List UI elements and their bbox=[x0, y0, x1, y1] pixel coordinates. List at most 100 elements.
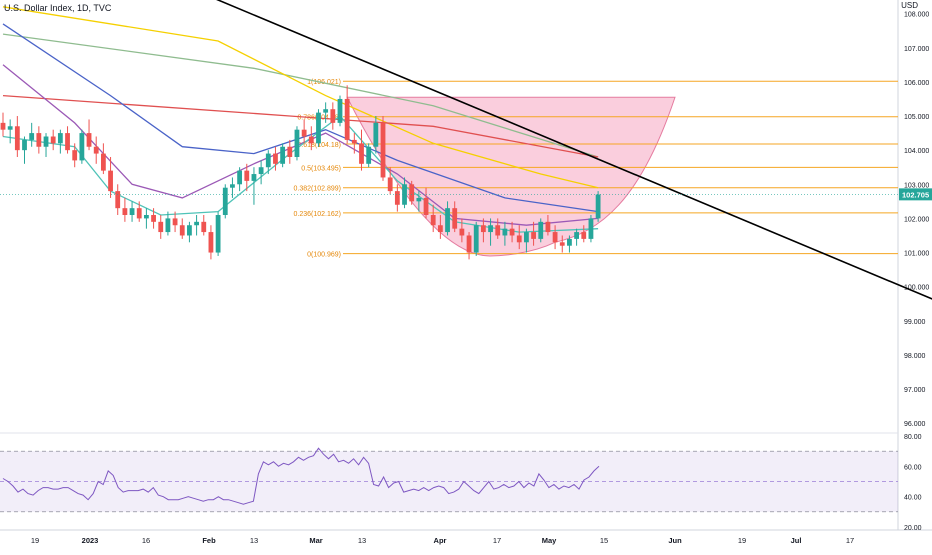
candle-body bbox=[423, 197, 429, 215]
candle-body bbox=[273, 153, 278, 164]
candle-body bbox=[538, 221, 544, 239]
time-tick-label: 17 bbox=[846, 536, 854, 545]
time-tick-label: 16 bbox=[142, 536, 150, 545]
candle-body bbox=[552, 232, 558, 243]
candle-body bbox=[172, 218, 178, 226]
candle-body bbox=[366, 146, 372, 164]
symbol-title: U.S. Dollar Index, 1D, TVC bbox=[4, 3, 112, 13]
candle-body bbox=[215, 215, 221, 253]
candle-body bbox=[93, 146, 99, 154]
candle-body bbox=[144, 215, 149, 219]
price-tick-label: 106.000 bbox=[904, 80, 929, 87]
time-tick-label: 15 bbox=[600, 536, 608, 545]
candle-body bbox=[316, 112, 321, 144]
price-tick-label: 99.000 bbox=[904, 319, 926, 326]
time-tick-label: 13 bbox=[358, 536, 366, 545]
candle-body bbox=[129, 208, 135, 215]
candle-body bbox=[258, 167, 264, 175]
candle-body bbox=[416, 197, 422, 202]
price-tick-label: 104.000 bbox=[904, 148, 929, 155]
time-tick-label: Jul bbox=[791, 536, 802, 545]
rsi-tick-label: 60.00 bbox=[904, 464, 922, 471]
price-tick-label: 108.000 bbox=[904, 12, 929, 19]
price-tick-label: 97.000 bbox=[904, 387, 926, 394]
candle-body bbox=[115, 191, 121, 209]
price-tag-bg bbox=[899, 188, 932, 201]
fib-level-label: 0.618(104.18) bbox=[297, 142, 341, 149]
candle-body bbox=[230, 184, 235, 188]
time-tick-label: 17 bbox=[493, 536, 501, 545]
candle-body bbox=[194, 221, 199, 226]
candle-body bbox=[294, 129, 300, 157]
candle-body bbox=[244, 170, 250, 181]
candle-body bbox=[574, 232, 579, 239]
rsi-tick-label: 20.00 bbox=[904, 525, 922, 532]
candle-body bbox=[359, 143, 364, 164]
candle-body bbox=[136, 208, 142, 219]
candle-body bbox=[265, 153, 271, 168]
candle-body bbox=[0, 122, 6, 130]
price-tick-label: 103.000 bbox=[904, 182, 929, 189]
candle-body bbox=[466, 235, 472, 253]
candle-body bbox=[72, 150, 78, 161]
currency-label: USD bbox=[901, 1, 918, 10]
candle-body bbox=[301, 129, 307, 137]
candle-body bbox=[43, 136, 49, 147]
candle-body bbox=[79, 133, 85, 161]
fib-level-label: 0(100.969) bbox=[307, 252, 341, 259]
candle-body bbox=[488, 225, 493, 233]
candle-body bbox=[402, 184, 407, 205]
candle-body bbox=[452, 208, 458, 229]
rsi-tick-label: 40.00 bbox=[904, 495, 922, 502]
price-tick-label: 96.000 bbox=[904, 421, 926, 428]
candle-body bbox=[251, 174, 257, 181]
candle-body bbox=[29, 133, 35, 140]
price-tick-label: 101.000 bbox=[904, 251, 929, 258]
candle-body bbox=[588, 218, 594, 239]
candle-body bbox=[380, 122, 386, 178]
candle-body bbox=[509, 228, 515, 236]
candle-body bbox=[437, 225, 443, 233]
candle-body bbox=[280, 146, 286, 164]
time-tick-label: Apr bbox=[434, 536, 447, 545]
candle-body bbox=[480, 225, 486, 233]
moving-average-line bbox=[2, 6, 599, 189]
candle-body bbox=[86, 133, 92, 147]
candle-body bbox=[7, 126, 13, 130]
candle-body bbox=[516, 235, 522, 243]
price-tag-value: 102.705 bbox=[902, 190, 929, 199]
candle-body bbox=[351, 139, 357, 144]
moving-average-line bbox=[2, 94, 599, 158]
candle-body bbox=[567, 238, 572, 246]
candle-body bbox=[559, 242, 565, 246]
candle-body bbox=[57, 133, 63, 144]
candle-body bbox=[330, 109, 336, 123]
candle-body bbox=[524, 232, 529, 243]
candle-body bbox=[50, 136, 56, 144]
candle-body bbox=[122, 208, 128, 215]
candle-body bbox=[502, 228, 508, 236]
time-tick-label: May bbox=[542, 536, 557, 545]
candle-body bbox=[337, 98, 343, 123]
candle-body bbox=[430, 215, 436, 226]
moving-average-line bbox=[2, 33, 599, 158]
candle-body bbox=[22, 139, 27, 151]
candle-body bbox=[531, 232, 536, 239]
candle-body bbox=[495, 225, 501, 236]
fib-level-label: 0.236(102.162) bbox=[294, 211, 341, 218]
candle-body bbox=[179, 225, 185, 236]
time-tick-label: Mar bbox=[309, 536, 322, 545]
candle-body bbox=[409, 184, 415, 202]
candle-body bbox=[545, 221, 551, 233]
price-tick-label: 107.000 bbox=[904, 46, 929, 53]
candle-body bbox=[581, 232, 587, 239]
candle-body bbox=[14, 126, 20, 151]
time-tick-label: Feb bbox=[202, 536, 216, 545]
price-tick-label: 105.000 bbox=[904, 114, 929, 121]
time-tick-label: 2023 bbox=[82, 536, 99, 545]
candle-body bbox=[445, 208, 450, 233]
candle-body bbox=[459, 228, 465, 236]
candle-body bbox=[165, 218, 171, 233]
candle-body bbox=[287, 146, 293, 157]
